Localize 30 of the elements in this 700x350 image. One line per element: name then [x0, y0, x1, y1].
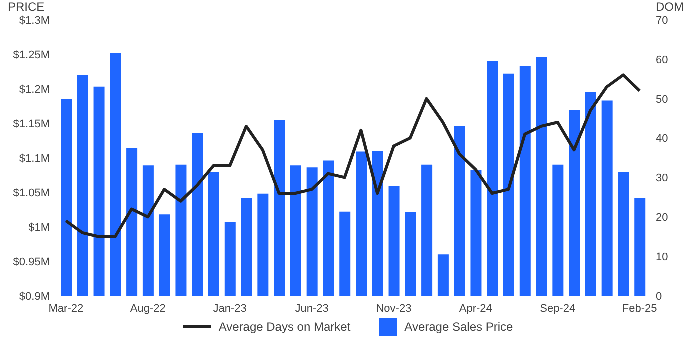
- y-tick-label: $1.15M: [13, 118, 50, 130]
- y2-tick-label: 30: [656, 172, 668, 185]
- y-tick-label: $1.25M: [13, 49, 50, 62]
- y2-axis-title: DOM: [656, 0, 684, 14]
- legend-label: Average Sales Price: [404, 319, 514, 336]
- y-tick-label: $1.05M: [13, 187, 50, 200]
- legend-label: Average Days on Market: [218, 319, 351, 336]
- y2-tick-label: 10: [656, 251, 668, 264]
- x-tick-label: Sep-24: [540, 302, 576, 315]
- x-tick-label: Mar-22: [48, 302, 84, 315]
- y2-tick-label: 0: [656, 290, 662, 303]
- y-tick-label: $1.1M: [19, 152, 50, 165]
- y-axis-title: PRICE: [8, 0, 45, 14]
- y-tick-label: $0.9M: [19, 290, 50, 303]
- x-tick-label: Jan-23: [213, 302, 247, 315]
- x-tick-label: Feb-25: [622, 302, 658, 315]
- y2-tick-label: 50: [656, 94, 668, 106]
- y-tick-label: $1.3M: [19, 14, 50, 27]
- line-series: [64, 74, 642, 238]
- y2-tick-label: 70: [656, 14, 668, 27]
- x-tick-label: Aug-22: [130, 302, 166, 315]
- x-tick-label: Jun-23: [295, 302, 329, 315]
- y2-tick-label: 20: [656, 212, 668, 224]
- x-tick-label: Apr-24: [459, 302, 492, 315]
- y-tick-label: $0.95M: [13, 256, 50, 268]
- x-tick-label: Nov-23: [376, 302, 412, 315]
- y2-tick-label: 60: [656, 54, 668, 66]
- y2-tick-label: 40: [656, 133, 668, 146]
- y-tick-label: $1.2M: [19, 84, 50, 96]
- y-tick-label: $1M: [28, 222, 50, 234]
